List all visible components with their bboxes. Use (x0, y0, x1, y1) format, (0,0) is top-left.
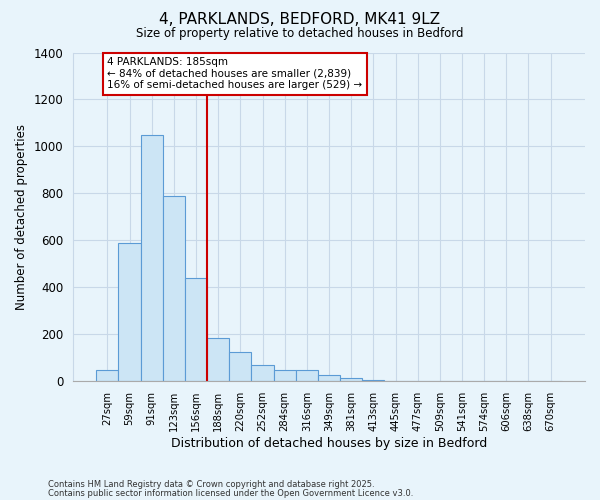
Bar (318, 376, 340, 382)
Bar (296, 370, 318, 382)
Text: Contains HM Land Registry data © Crown copyright and database right 2025.: Contains HM Land Registry data © Crown c… (48, 480, 374, 489)
Bar (362, 380, 385, 382)
Bar (539, 380, 562, 382)
Text: Contains public sector information licensed under the Open Government Licence v3: Contains public sector information licen… (48, 488, 413, 498)
Bar (185, 278, 207, 382)
X-axis label: Distribution of detached houses by size in Bedford: Distribution of detached houses by size … (171, 437, 487, 450)
Bar (340, 378, 362, 382)
Bar (163, 196, 185, 382)
Text: Size of property relative to detached houses in Bedford: Size of property relative to detached ho… (136, 28, 464, 40)
Bar (118, 243, 140, 382)
Y-axis label: Number of detached properties: Number of detached properties (15, 124, 28, 310)
Text: 4, PARKLANDS, BEDFORD, MK41 9LZ: 4, PARKLANDS, BEDFORD, MK41 9LZ (160, 12, 440, 28)
Text: 4 PARKLANDS: 185sqm
← 84% of detached houses are smaller (2,839)
16% of semi-det: 4 PARKLANDS: 185sqm ← 84% of detached ho… (107, 57, 362, 90)
Bar (96, 370, 118, 382)
Bar (207, 338, 229, 382)
Bar (229, 352, 251, 382)
Bar (274, 370, 296, 382)
Bar (140, 134, 163, 382)
Bar (251, 365, 274, 382)
